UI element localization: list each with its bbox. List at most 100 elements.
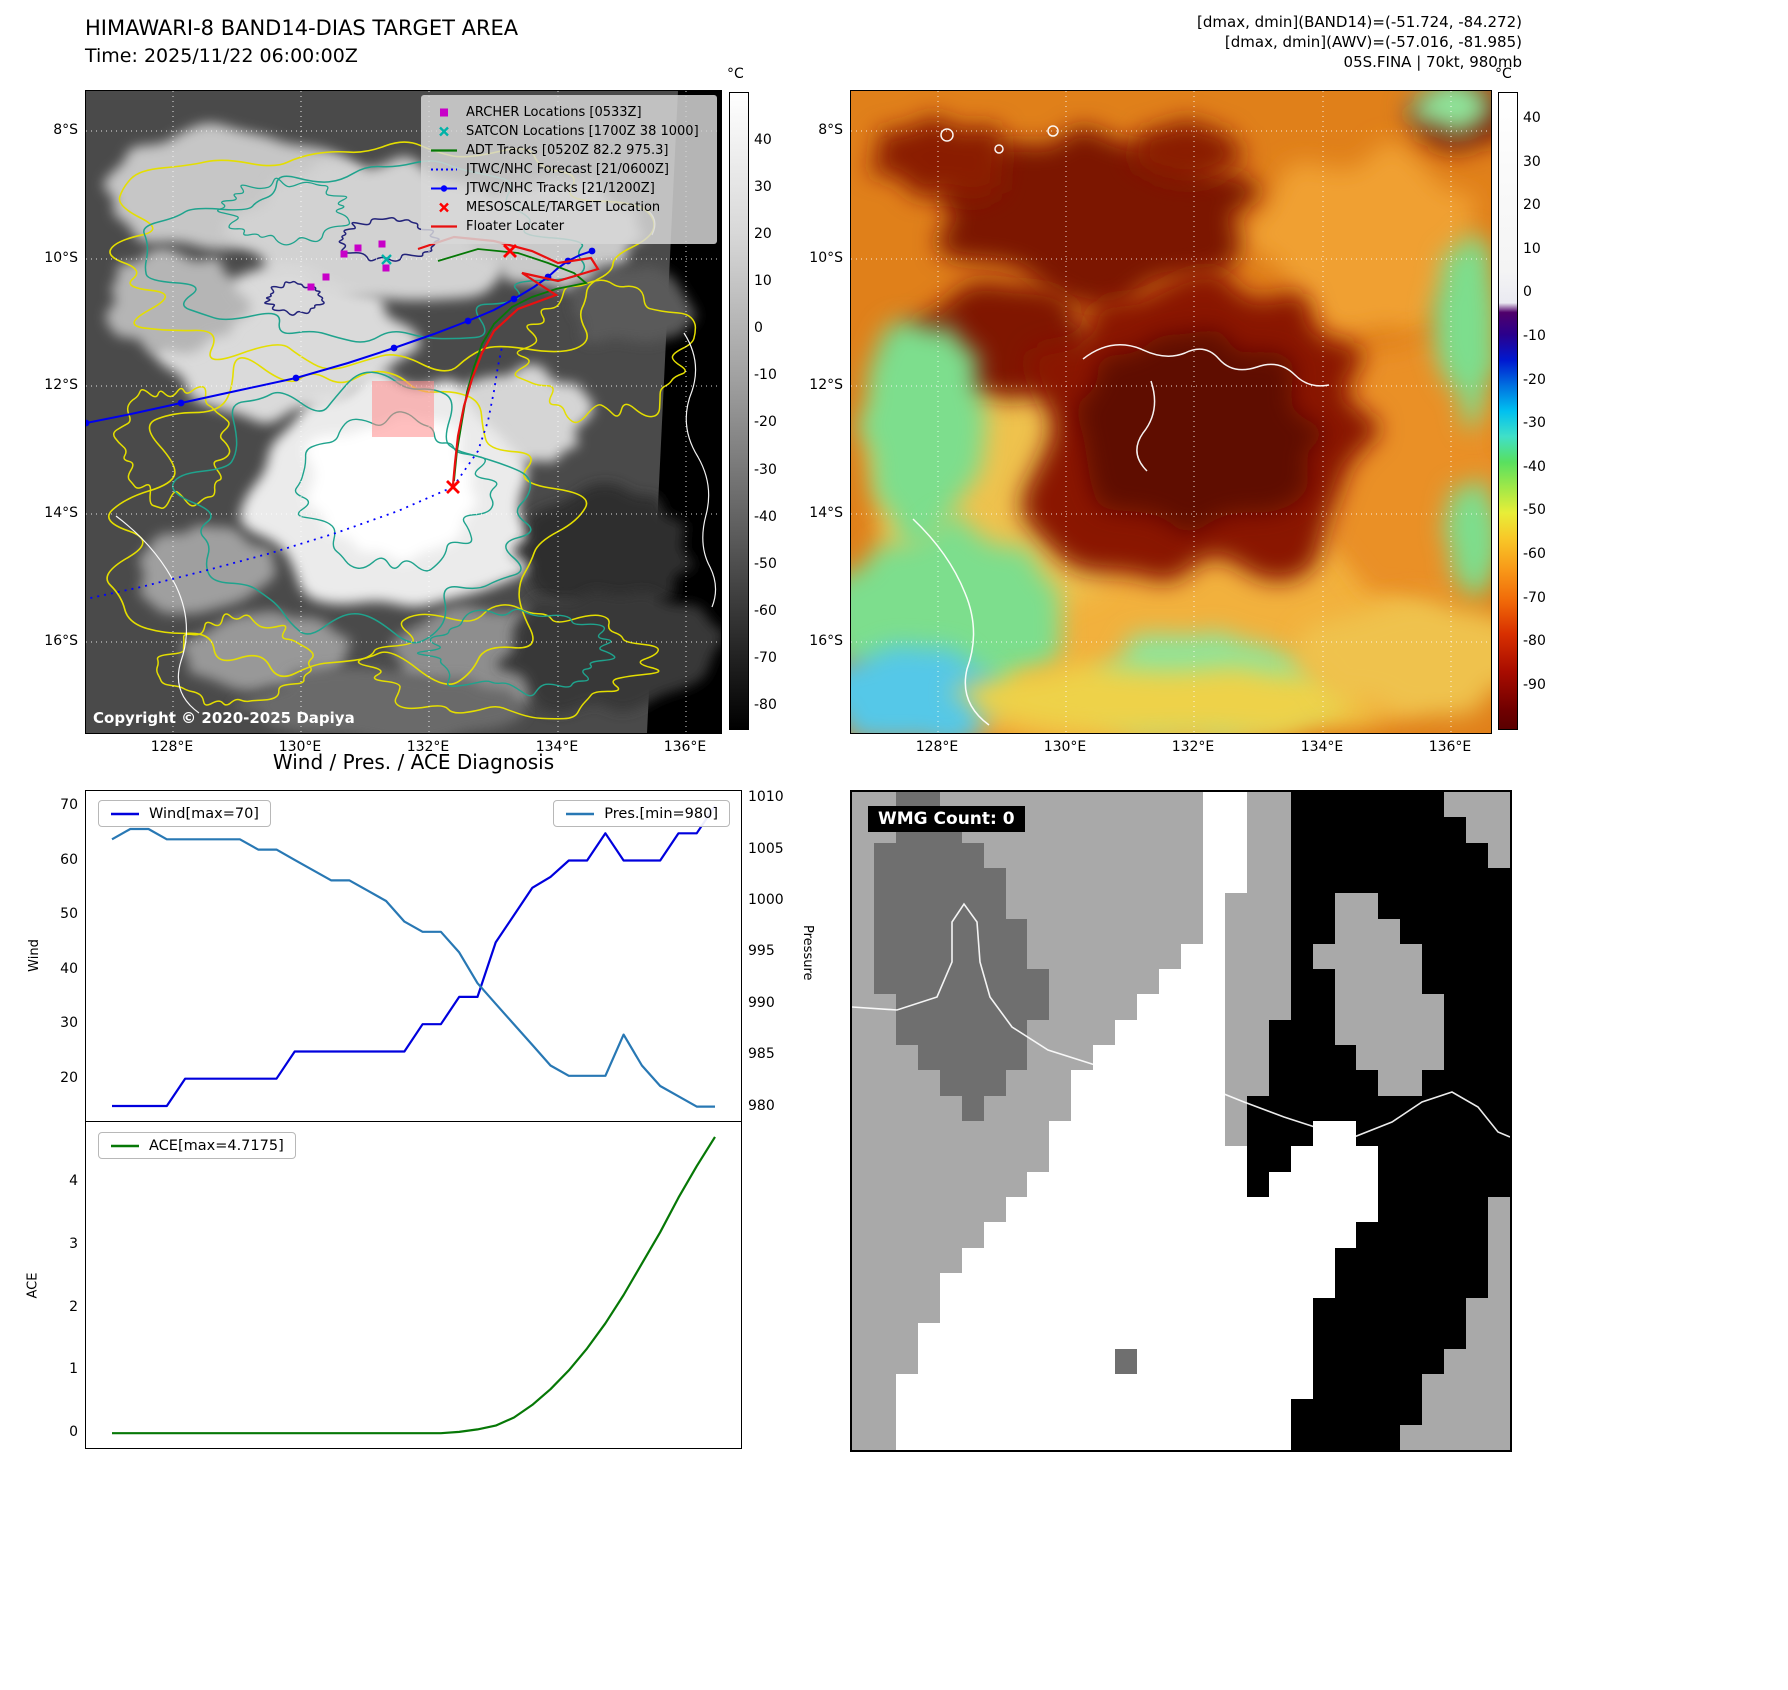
wmg-cell xyxy=(1466,1247,1489,1274)
wmg-cell xyxy=(1049,1146,1072,1173)
wmg-cell xyxy=(1466,969,1489,996)
wmg-cell xyxy=(1488,1399,1510,1426)
wmg-cell xyxy=(961,969,985,996)
wmg-cell xyxy=(1027,842,1050,869)
wmg-cell xyxy=(1071,1399,1094,1426)
wmg-cell xyxy=(917,1070,941,1097)
wmg-cell xyxy=(1378,1121,1401,1147)
wmg-cell xyxy=(1290,1399,1314,1426)
wmg-cell xyxy=(1115,1171,1138,1198)
wmg-cell xyxy=(1224,1019,1248,1046)
wmg-cell xyxy=(873,893,897,920)
wmg-cell xyxy=(1356,1399,1379,1426)
wmg-cell xyxy=(1378,1272,1401,1299)
wmg-cell xyxy=(917,1272,941,1299)
wmg-cell xyxy=(1356,1019,1379,1046)
wmg-cell xyxy=(1466,1171,1489,1198)
wmg-cell xyxy=(1005,842,1029,869)
wmg-cell xyxy=(1466,1019,1489,1046)
wmg-cell xyxy=(1224,1272,1248,1299)
wmg-cell xyxy=(917,1196,941,1223)
wmg-cell xyxy=(1466,842,1489,869)
lon-tick: 132°E xyxy=(406,739,450,755)
wmg-cell xyxy=(1444,1121,1467,1147)
wmg-cell xyxy=(1224,1323,1248,1350)
wmg-cell xyxy=(1422,1374,1445,1400)
wmg-cell xyxy=(1005,1247,1029,1274)
wmg-cell xyxy=(1422,1272,1445,1299)
wmg-panel: WMG Count: 0 xyxy=(850,790,1512,1452)
wmg-cell xyxy=(1137,867,1160,894)
wmg-cell xyxy=(961,893,985,920)
wmg-cell xyxy=(1312,994,1336,1021)
wmg-cell xyxy=(1093,969,1116,996)
wmg-cell xyxy=(1115,792,1138,818)
wmg-cell xyxy=(1027,1399,1050,1426)
wind-pressure-chart xyxy=(85,790,742,1122)
wmg-cell xyxy=(1181,1045,1204,1071)
wmg-cell xyxy=(917,1146,941,1173)
wmg-cell xyxy=(1334,969,1358,996)
wmg-cell xyxy=(1159,969,1182,996)
wmg-cell xyxy=(1202,1095,1226,1122)
wmg-cell xyxy=(983,1095,1007,1122)
wmg-cell xyxy=(917,1222,941,1249)
wmg-cell xyxy=(1027,1323,1050,1350)
wmg-cell xyxy=(1422,1045,1445,1071)
ace-legend-label: ACE[max=4.7175] xyxy=(149,1137,284,1154)
wmg-cell xyxy=(852,1348,875,1375)
wmg-cell xyxy=(1378,1424,1401,1450)
wmg-cell xyxy=(939,1045,963,1071)
wmg-cell xyxy=(1378,1323,1401,1350)
wmg-cell xyxy=(1400,817,1423,844)
wmg-cell xyxy=(1224,943,1248,970)
wmg-cell xyxy=(1027,994,1050,1021)
wmg-cell xyxy=(1071,893,1094,920)
wmg-cell xyxy=(1378,943,1401,970)
wmg-cell xyxy=(1444,1196,1467,1223)
wmg-cell xyxy=(1444,792,1467,818)
wmg-cell xyxy=(917,918,941,945)
wmg-cell xyxy=(1356,867,1379,894)
wmg-cell xyxy=(1137,1323,1160,1350)
wmg-cell xyxy=(1466,1323,1489,1350)
wmg-cell xyxy=(1400,842,1423,869)
wmg-cell xyxy=(1224,893,1248,920)
wmg-cell xyxy=(1159,1146,1182,1173)
wmg-cell xyxy=(1181,1095,1204,1122)
wmg-cell xyxy=(895,1424,919,1450)
wmg-cell xyxy=(917,1348,941,1375)
wmg-cell xyxy=(983,1247,1007,1274)
wmg-cell xyxy=(1312,1399,1336,1426)
legend-item: ADT Tracks [0520Z 82.2 975.3] xyxy=(430,141,708,160)
wmg-cell xyxy=(1334,1348,1358,1375)
wmg-cell xyxy=(1378,867,1401,894)
wmg-cell xyxy=(1422,1146,1445,1173)
wmg-cell xyxy=(1488,893,1510,920)
wmg-cell xyxy=(1290,1019,1314,1046)
wmg-cell xyxy=(1466,893,1489,920)
ace-legend-sample xyxy=(111,1144,139,1147)
wmg-cell xyxy=(1466,943,1489,970)
wmg-cell xyxy=(1093,1045,1116,1071)
ace-tick: 1 xyxy=(69,1361,78,1378)
wmg-cell xyxy=(1005,969,1029,996)
legend-item-label: JTWC/NHC Tracks [21/1200Z] xyxy=(466,181,655,196)
wmg-cell xyxy=(1334,943,1358,970)
x-legend-icon xyxy=(439,126,449,137)
wmg-cell xyxy=(1488,1146,1510,1173)
wmg-cell xyxy=(1400,867,1423,894)
wmg-cell xyxy=(939,918,963,945)
wmg-cell xyxy=(1488,918,1510,945)
legend-item-label: Floater Locater xyxy=(466,219,565,234)
wmg-cell xyxy=(1093,994,1116,1021)
wmg-cell xyxy=(1444,1374,1467,1400)
lat-tick: 16°S xyxy=(809,633,843,649)
wmg-cell xyxy=(852,918,875,945)
wmg-cell xyxy=(1312,1323,1336,1350)
wmg-cell xyxy=(1268,994,1292,1021)
wmg-cell xyxy=(1356,1323,1379,1350)
wmg-cell xyxy=(1115,1323,1138,1350)
wmg-cell xyxy=(1137,918,1160,945)
wmg-cell xyxy=(873,1222,897,1249)
